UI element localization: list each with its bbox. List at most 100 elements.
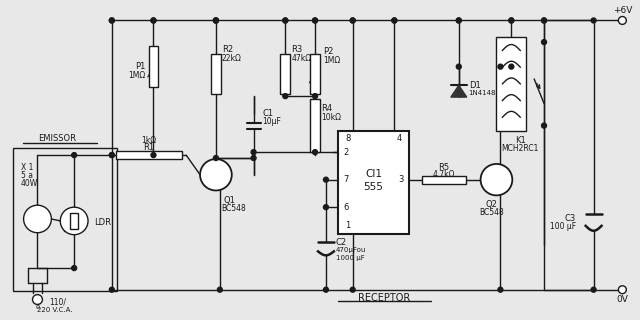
- Circle shape: [456, 18, 461, 23]
- Text: 110/: 110/: [49, 297, 66, 306]
- Text: Q1: Q1: [224, 196, 236, 205]
- Circle shape: [151, 18, 156, 23]
- Circle shape: [392, 18, 397, 23]
- Circle shape: [312, 94, 317, 99]
- Text: BC548: BC548: [221, 204, 246, 213]
- Text: 47kΩ: 47kΩ: [291, 54, 312, 63]
- Circle shape: [151, 153, 156, 157]
- Circle shape: [498, 64, 503, 69]
- Circle shape: [541, 40, 547, 44]
- Text: 2: 2: [343, 148, 348, 156]
- Circle shape: [456, 64, 461, 69]
- Circle shape: [509, 64, 514, 69]
- Text: D1: D1: [468, 81, 481, 90]
- Text: 10kΩ: 10kΩ: [321, 113, 341, 122]
- Bar: [116, 151, 182, 159]
- Text: K1: K1: [515, 136, 525, 145]
- Text: Q2: Q2: [486, 200, 497, 209]
- Text: P1: P1: [135, 62, 145, 71]
- Text: R2: R2: [222, 45, 233, 54]
- Circle shape: [312, 18, 317, 23]
- Circle shape: [323, 287, 328, 292]
- Circle shape: [109, 153, 115, 157]
- Circle shape: [251, 156, 256, 161]
- Text: 5 a: 5 a: [20, 171, 33, 180]
- Circle shape: [218, 287, 222, 292]
- Text: P2: P2: [323, 47, 333, 56]
- Circle shape: [541, 18, 547, 23]
- Text: LDR: LDR: [94, 218, 111, 228]
- Circle shape: [618, 286, 627, 294]
- Text: BC548: BC548: [479, 208, 504, 217]
- Circle shape: [213, 18, 218, 23]
- Bar: [211, 54, 221, 94]
- Text: 4: 4: [397, 134, 402, 143]
- Text: 10μF: 10μF: [262, 117, 282, 126]
- Text: 40W: 40W: [20, 179, 38, 188]
- Text: 4,7kΩ: 4,7kΩ: [433, 170, 455, 179]
- Circle shape: [312, 18, 317, 23]
- Circle shape: [481, 164, 512, 196]
- Text: RECEPTOR: RECEPTOR: [358, 292, 411, 303]
- Circle shape: [213, 156, 218, 161]
- Circle shape: [350, 18, 355, 23]
- Circle shape: [109, 18, 115, 23]
- Circle shape: [498, 287, 503, 292]
- Text: 8: 8: [345, 134, 351, 143]
- Circle shape: [323, 177, 328, 182]
- Circle shape: [618, 17, 627, 24]
- Bar: [70, 213, 78, 229]
- Bar: [280, 54, 291, 94]
- Text: R1: R1: [143, 143, 154, 152]
- Text: +6V: +6V: [612, 6, 632, 15]
- Circle shape: [456, 18, 461, 23]
- Circle shape: [323, 205, 328, 210]
- Text: 1MΩ: 1MΩ: [323, 56, 340, 65]
- Text: 555: 555: [364, 182, 383, 192]
- Text: o: o: [35, 304, 40, 310]
- Text: 1kΩ: 1kΩ: [141, 136, 156, 145]
- Circle shape: [24, 205, 51, 233]
- Text: 0V: 0V: [616, 295, 628, 304]
- Circle shape: [213, 18, 218, 23]
- Bar: [148, 46, 159, 87]
- Text: 6: 6: [343, 203, 348, 212]
- Text: 3: 3: [399, 175, 404, 184]
- Text: EMISSOR: EMISSOR: [38, 134, 76, 143]
- Circle shape: [33, 295, 42, 304]
- Circle shape: [283, 18, 288, 23]
- Text: 22kΩ: 22kΩ: [222, 54, 242, 63]
- Circle shape: [509, 18, 514, 23]
- Circle shape: [213, 18, 218, 23]
- Circle shape: [283, 18, 288, 23]
- Circle shape: [392, 18, 397, 23]
- Circle shape: [350, 18, 355, 23]
- Circle shape: [591, 287, 596, 292]
- Circle shape: [283, 94, 288, 99]
- Text: X 1: X 1: [20, 164, 33, 172]
- Text: C3: C3: [564, 214, 576, 223]
- Bar: [310, 54, 320, 94]
- Polygon shape: [451, 85, 467, 97]
- Circle shape: [509, 18, 514, 23]
- Circle shape: [541, 123, 547, 128]
- Text: 100 μF: 100 μF: [550, 222, 576, 231]
- Text: R5: R5: [438, 164, 449, 172]
- Text: R4: R4: [321, 104, 332, 113]
- Text: 1N4148: 1N4148: [468, 90, 496, 96]
- Circle shape: [200, 159, 232, 190]
- Text: CI1: CI1: [365, 169, 382, 179]
- Circle shape: [151, 18, 156, 23]
- Circle shape: [591, 18, 596, 23]
- Text: 220 V.C.A.: 220 V.C.A.: [36, 307, 72, 313]
- Text: 7: 7: [343, 175, 348, 184]
- Bar: [13, 148, 116, 291]
- Circle shape: [350, 287, 355, 292]
- Text: R3: R3: [291, 45, 303, 54]
- Text: 1: 1: [345, 221, 350, 230]
- Bar: [497, 37, 526, 131]
- Circle shape: [60, 207, 88, 235]
- Circle shape: [251, 150, 256, 155]
- Text: C1: C1: [262, 109, 274, 118]
- Text: 470μFou: 470μFou: [336, 247, 366, 253]
